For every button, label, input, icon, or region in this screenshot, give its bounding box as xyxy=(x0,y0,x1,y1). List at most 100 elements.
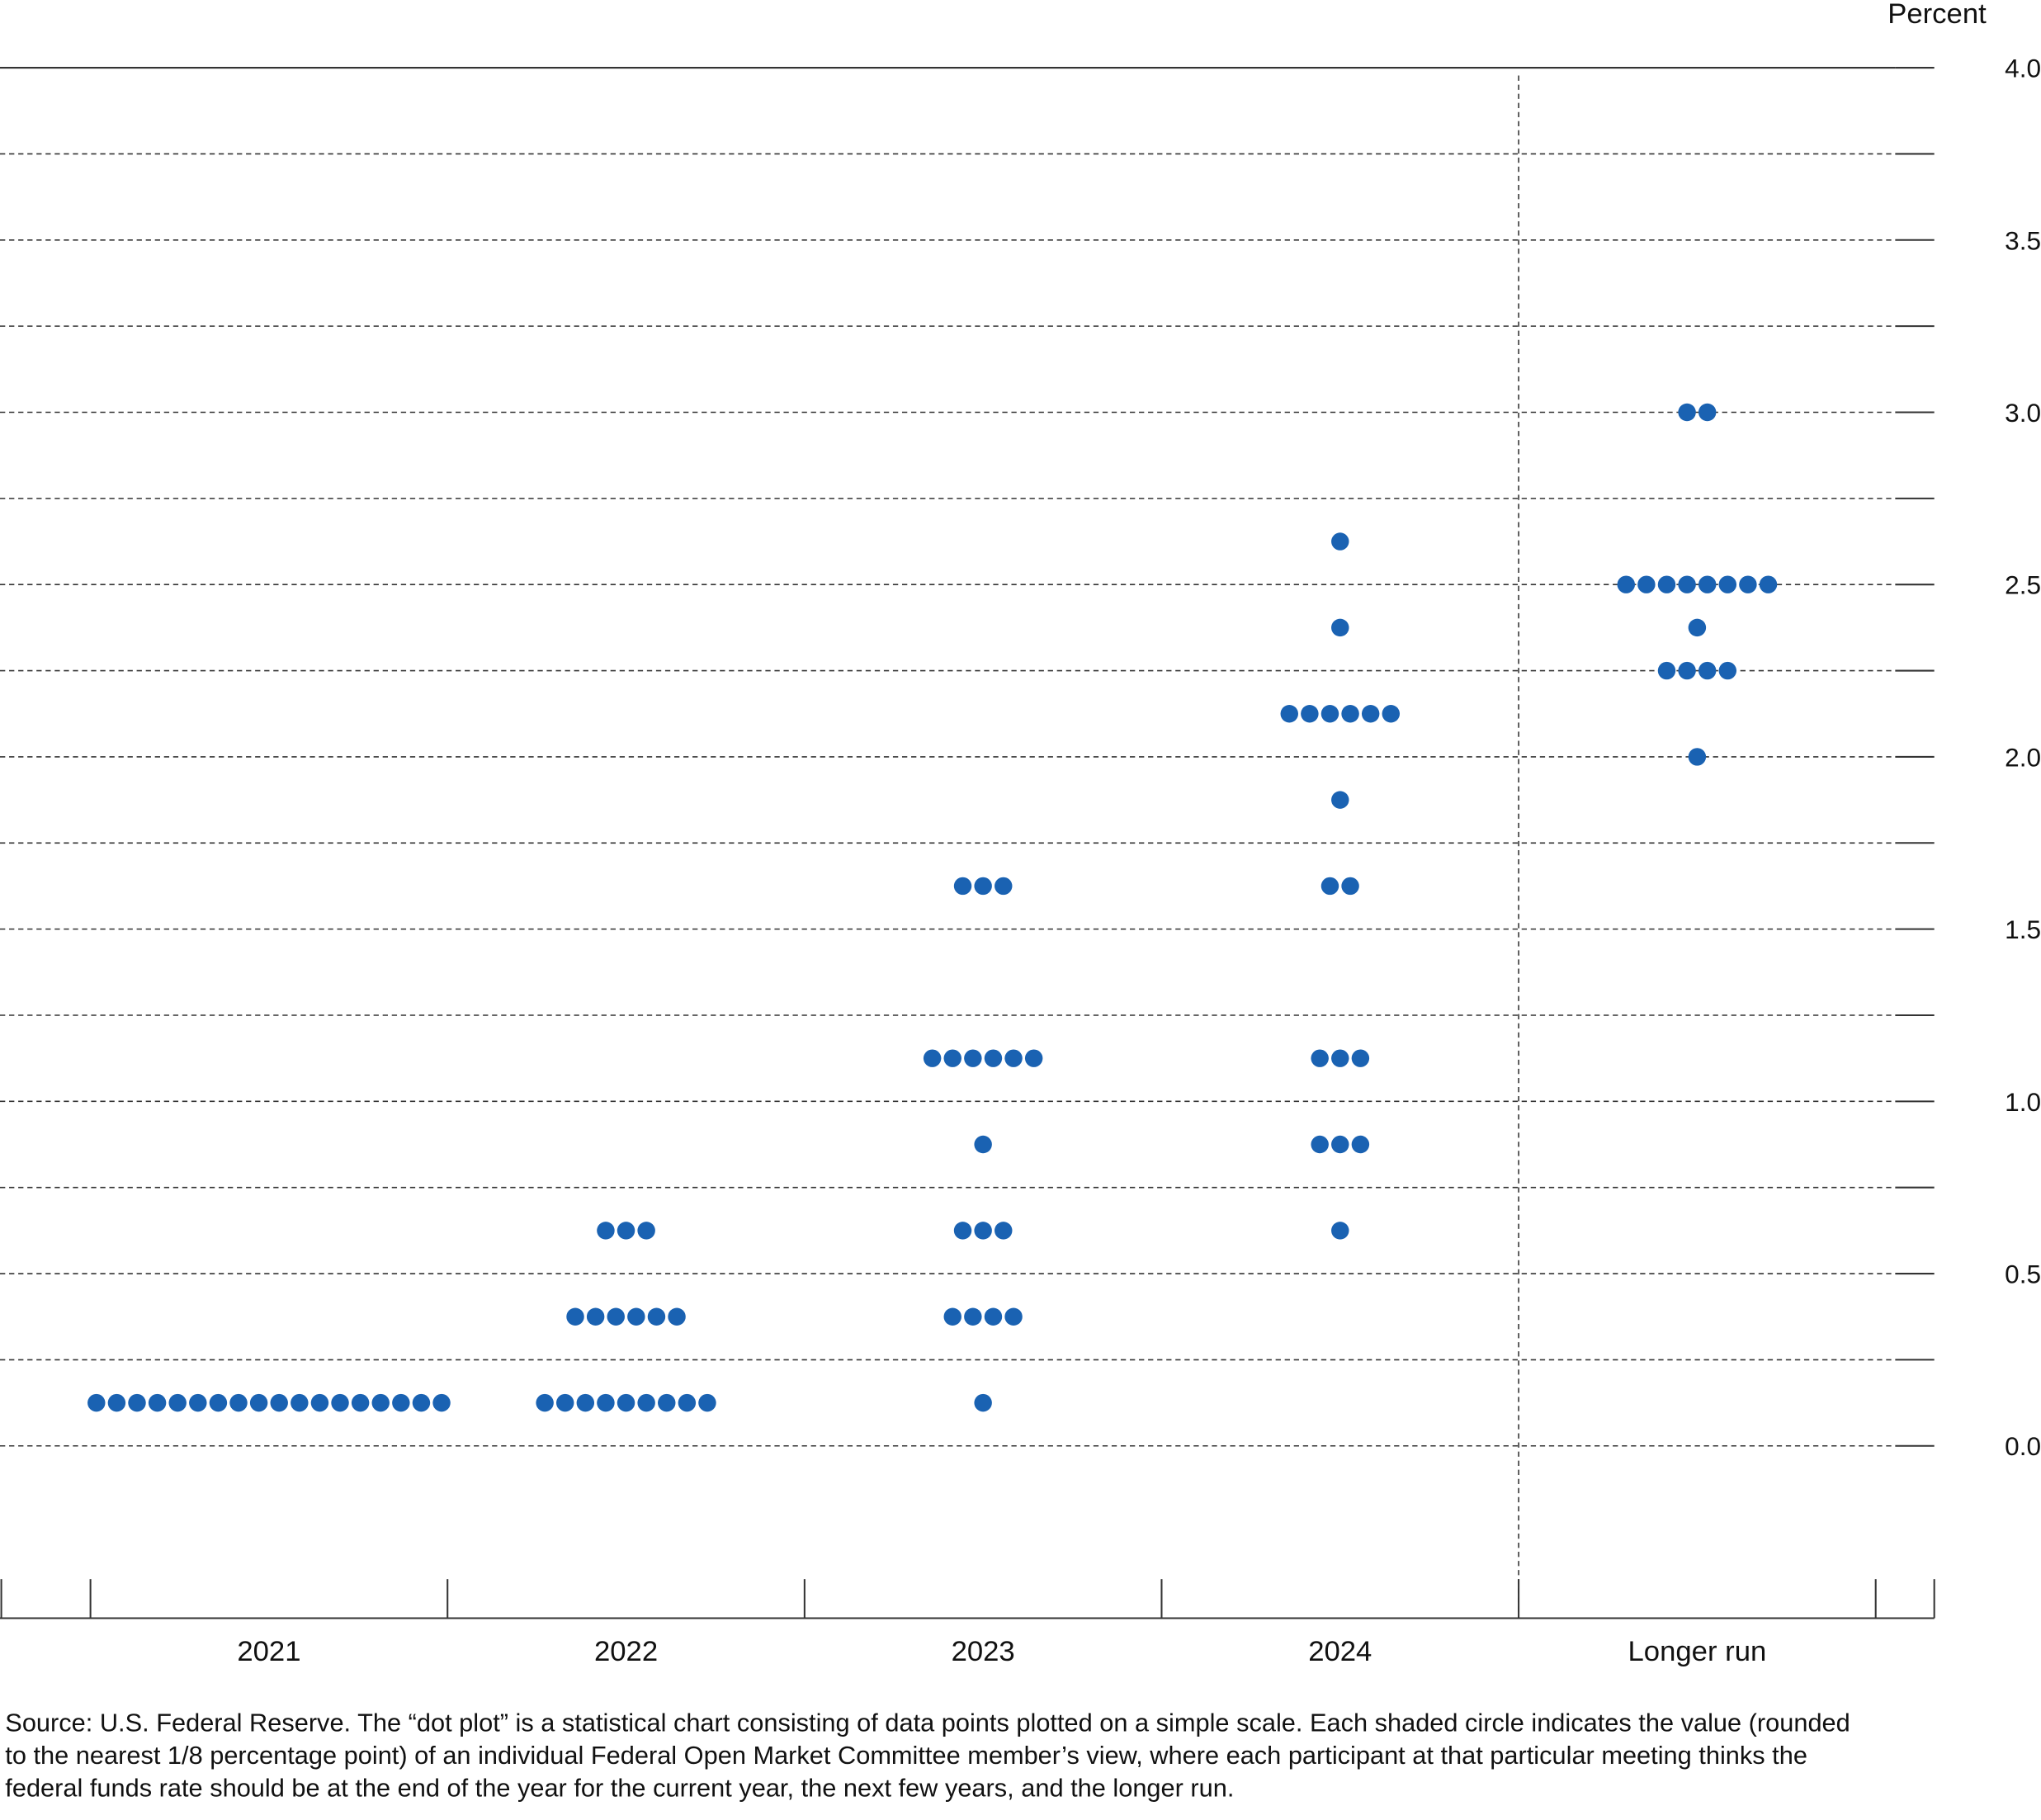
dot xyxy=(637,1222,655,1240)
dot xyxy=(87,1393,106,1412)
dot xyxy=(1678,661,1696,680)
dot xyxy=(964,1049,982,1067)
x-tick-label: 2022 xyxy=(594,1636,658,1667)
dot xyxy=(974,1393,992,1412)
dot xyxy=(1311,1049,1329,1067)
dot xyxy=(1698,403,1717,422)
dot xyxy=(168,1393,187,1412)
dot xyxy=(995,1222,1013,1240)
dot xyxy=(1678,575,1696,593)
dot xyxy=(1321,877,1339,896)
dot xyxy=(1331,532,1349,551)
dot xyxy=(107,1393,126,1412)
dot xyxy=(566,1307,584,1326)
dot xyxy=(1004,1049,1023,1067)
dot xyxy=(923,1049,942,1067)
dot xyxy=(953,877,972,896)
dot xyxy=(1617,575,1636,593)
dot xyxy=(412,1393,431,1412)
dot xyxy=(1351,1049,1370,1067)
dot xyxy=(597,1393,615,1412)
dot xyxy=(128,1393,146,1412)
dot xyxy=(209,1393,228,1412)
dot xyxy=(291,1393,309,1412)
y-tick-label: 3.5 xyxy=(2005,225,2041,255)
dot xyxy=(1688,618,1707,637)
dot xyxy=(536,1393,554,1412)
dot xyxy=(1637,575,1656,593)
dot xyxy=(984,1307,1003,1326)
dot xyxy=(984,1049,1003,1067)
dot xyxy=(1688,748,1707,766)
dot xyxy=(270,1393,288,1412)
y-axis-label: Percent xyxy=(1887,0,1987,30)
dot xyxy=(1280,705,1298,723)
dot xyxy=(698,1393,716,1412)
x-tick-label: 2021 xyxy=(237,1636,300,1667)
y-tick-label: 2.0 xyxy=(2005,742,2041,772)
dot xyxy=(1331,1222,1349,1240)
dot xyxy=(1657,661,1676,680)
dot xyxy=(627,1307,645,1326)
dot xyxy=(586,1307,605,1326)
dot xyxy=(576,1393,595,1412)
dot xyxy=(974,1135,992,1154)
dot xyxy=(974,1222,992,1240)
y-tick-label: 4.0 xyxy=(2005,54,2041,83)
dot xyxy=(647,1307,666,1326)
dot xyxy=(1698,575,1717,593)
dot xyxy=(1657,575,1676,593)
y-tick-label: 1.5 xyxy=(2005,915,2041,944)
dot xyxy=(249,1393,268,1412)
dot xyxy=(668,1307,686,1326)
y-tick-label: 0.5 xyxy=(2005,1260,2041,1289)
dot xyxy=(310,1393,329,1412)
y-tick-label: 1.0 xyxy=(2005,1087,2041,1117)
dot xyxy=(1331,791,1349,809)
dot xyxy=(995,877,1013,896)
dot xyxy=(617,1222,635,1240)
dot xyxy=(1698,661,1717,680)
dot xyxy=(1759,575,1778,593)
dot xyxy=(1718,661,1737,680)
dot xyxy=(1361,705,1380,723)
dot xyxy=(1678,403,1696,422)
dot xyxy=(974,877,992,896)
dot xyxy=(1004,1307,1023,1326)
dot xyxy=(637,1393,655,1412)
dot xyxy=(1331,618,1349,637)
dot xyxy=(1321,705,1339,723)
dot xyxy=(556,1393,574,1412)
dot xyxy=(1301,705,1319,723)
dot xyxy=(943,1307,961,1326)
dot xyxy=(1331,1135,1349,1154)
dot xyxy=(658,1393,676,1412)
dot xyxy=(331,1393,349,1412)
dot xyxy=(148,1393,167,1412)
dot xyxy=(1024,1049,1043,1067)
dot xyxy=(678,1393,697,1412)
dot xyxy=(1341,705,1359,723)
dot xyxy=(189,1393,207,1412)
dot xyxy=(229,1393,248,1412)
y-tick-label: 0.0 xyxy=(2005,1431,2041,1461)
source-note: Source: U.S. Federal Reserve. The “dot p… xyxy=(5,1709,1850,1803)
dot xyxy=(371,1393,390,1412)
y-tick-label: 3.0 xyxy=(2005,398,2041,428)
dot xyxy=(1311,1135,1329,1154)
dot xyxy=(1341,877,1359,896)
dot xyxy=(943,1049,961,1067)
dot xyxy=(597,1222,615,1240)
dot xyxy=(953,1222,972,1240)
dot xyxy=(1382,705,1401,723)
dot xyxy=(964,1307,982,1326)
x-tick-label: 2024 xyxy=(1308,1636,1372,1667)
dot xyxy=(351,1393,370,1412)
dot xyxy=(432,1393,451,1412)
dot xyxy=(1739,575,1757,593)
dot xyxy=(1718,575,1737,593)
dot xyxy=(607,1307,625,1326)
dot xyxy=(1351,1135,1370,1154)
